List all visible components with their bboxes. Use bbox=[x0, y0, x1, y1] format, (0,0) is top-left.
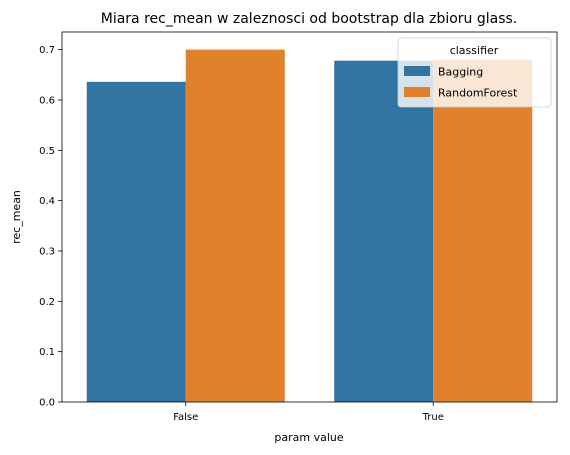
y-tick-label: 0.7 bbox=[39, 45, 55, 56]
bar-bagging-false bbox=[86, 81, 186, 402]
legend-swatch-randomforest bbox=[404, 87, 430, 97]
y-tick-label: 0.4 bbox=[39, 196, 55, 207]
bar-bagging-true bbox=[334, 60, 434, 402]
y-tick-label: 0.0 bbox=[39, 398, 55, 409]
bar-randomforest-false bbox=[185, 49, 285, 402]
bars-group bbox=[86, 49, 533, 403]
x-axis-label: param value bbox=[274, 431, 343, 444]
y-tick-label: 0.3 bbox=[39, 246, 55, 257]
chart-title: Miara rec_mean w zaleznosci od bootstrap… bbox=[101, 11, 518, 27]
y-tick-label: 0.6 bbox=[39, 95, 55, 106]
y-tick-label: 0.2 bbox=[39, 297, 55, 308]
legend-label-bagging: Bagging bbox=[438, 66, 483, 79]
y-tick-label: 0.1 bbox=[39, 347, 55, 358]
legend-title: classifier bbox=[450, 44, 499, 57]
y-tick-label: 0.5 bbox=[39, 146, 55, 157]
y-axis: 0.0 0.1 0.2 0.3 0.4 0.5 0.6 0.7 bbox=[39, 45, 62, 409]
x-axis: False True bbox=[173, 402, 444, 423]
legend: classifier Bagging RandomForest bbox=[397, 37, 552, 108]
legend-swatch-bagging bbox=[404, 66, 430, 76]
y-axis-label: rec_mean bbox=[10, 190, 23, 244]
legend-items: Bagging RandomForest bbox=[404, 66, 518, 100]
plot-area-frame bbox=[61, 31, 558, 403]
bar-randomforest-true bbox=[433, 59, 533, 403]
x-tick-label: True bbox=[422, 412, 444, 423]
x-tick-label: False bbox=[173, 412, 198, 423]
legend-box bbox=[397, 37, 552, 108]
legend-label-randomforest: RandomForest bbox=[438, 87, 518, 100]
